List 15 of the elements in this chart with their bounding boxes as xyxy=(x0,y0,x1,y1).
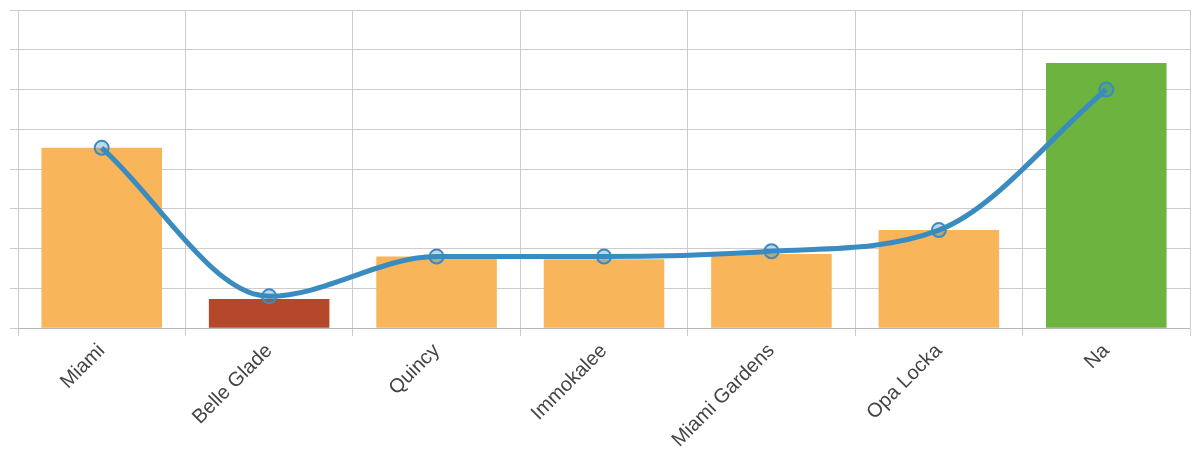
point xyxy=(763,243,780,260)
bar xyxy=(1046,63,1167,328)
bar xyxy=(41,147,162,328)
bar xyxy=(376,256,497,328)
bar xyxy=(543,259,665,328)
bar xyxy=(711,253,832,328)
point xyxy=(261,288,278,305)
point xyxy=(596,248,612,265)
point xyxy=(428,248,445,265)
point xyxy=(930,222,947,239)
point xyxy=(1098,81,1115,98)
bar xyxy=(878,230,1000,328)
x-tick-label: Na xyxy=(1079,338,1114,373)
point xyxy=(93,139,110,156)
bar xyxy=(208,298,330,328)
